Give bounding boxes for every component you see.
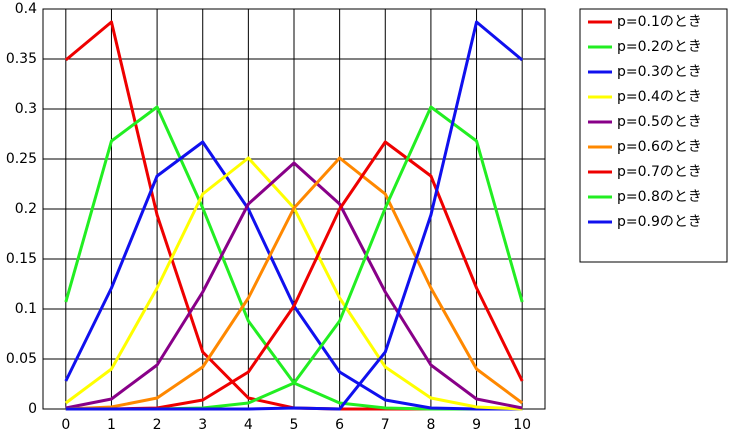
y-tick-label: 0.2	[15, 201, 37, 217]
legend-label: p=0.5のとき	[617, 114, 702, 130]
legend-label: p=0.7のとき	[617, 164, 702, 180]
series-line	[65, 156, 524, 411]
x-tick-label: 4	[244, 417, 253, 433]
y-tick-label: 0.1	[15, 301, 37, 317]
y-tick-label: 0.05	[6, 351, 37, 367]
x-tick-label: 8	[426, 417, 435, 433]
y-tick-label: 0	[28, 401, 37, 417]
legend-label: p=0.4のとき	[617, 89, 702, 105]
legend-label: p=0.8のとき	[617, 189, 702, 205]
y-tick-label: 0.25	[6, 151, 37, 167]
x-tick-label: 7	[381, 417, 390, 433]
legend-label: p=0.2のとき	[617, 39, 702, 55]
legend-label: p=0.6のとき	[617, 139, 702, 155]
x-tick-label: 1	[107, 417, 116, 433]
x-tick-label: 9	[472, 417, 481, 433]
legend-box	[579, 8, 728, 263]
y-tick-label: 0.3	[15, 101, 37, 117]
x-tick-label: 5	[290, 417, 299, 433]
y-tick-label: 0.35	[6, 51, 37, 67]
x-tick-label: 0	[61, 417, 70, 433]
series-line	[65, 161, 523, 410]
x-tick-label: 3	[198, 417, 207, 433]
legend-label: p=0.1のとき	[617, 14, 702, 30]
legend-label: p=0.3のとき	[617, 64, 702, 80]
x-tick-label: 10	[513, 417, 531, 433]
y-tick-label: 0.4	[15, 1, 37, 17]
series-line	[65, 20, 524, 411]
x-tick-label: 2	[153, 417, 162, 433]
y-tick-label: 0.15	[6, 251, 37, 267]
legend-label: p=0.9のとき	[617, 214, 702, 230]
x-tick-label: 6	[335, 417, 344, 433]
